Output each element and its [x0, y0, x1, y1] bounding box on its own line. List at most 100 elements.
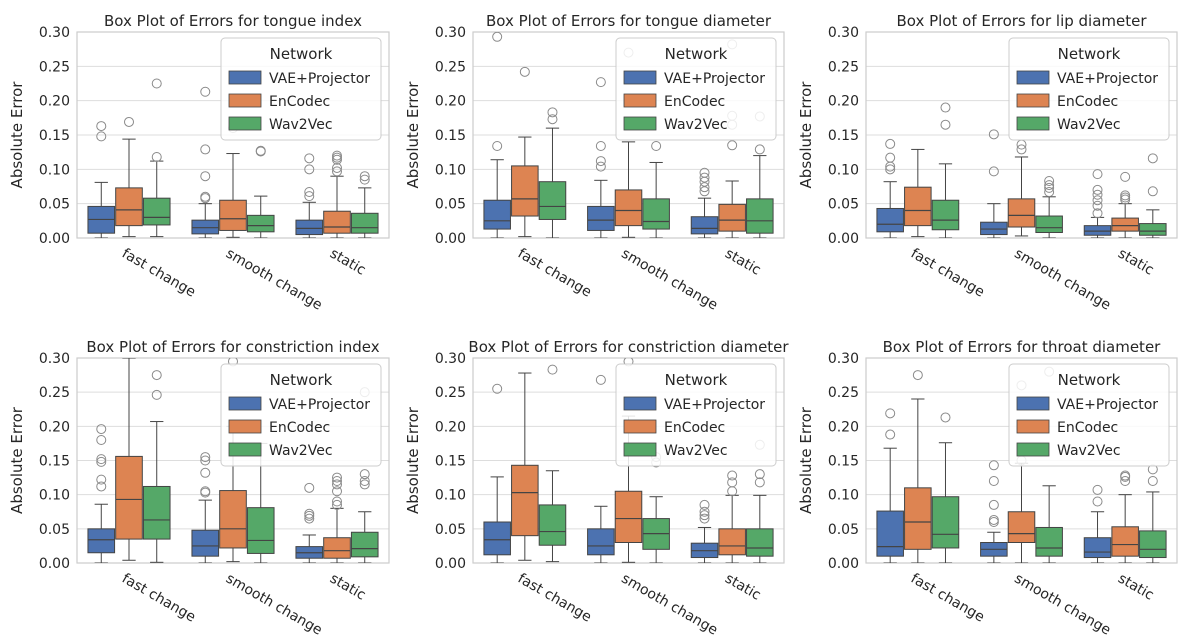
y-tick-label: 0.30 — [39, 25, 70, 41]
legend-swatch — [623, 70, 657, 85]
outlier-point — [1044, 186, 1055, 197]
outlier-point — [699, 513, 710, 524]
chart-panel-2: 0.00 0.05 0.10 0.15 0.20 0.25 0.30 Box Plot of … — [404, 12, 785, 314]
legend-swatch — [1016, 70, 1050, 85]
box-encodec — [115, 116, 143, 238]
legend-swatch — [228, 396, 262, 411]
iqr-box — [511, 165, 539, 217]
iqr-box — [1007, 198, 1036, 228]
outlier-point — [1120, 476, 1131, 486]
outlier-point — [151, 389, 162, 400]
outlier-point — [359, 469, 370, 480]
outlier-point — [547, 364, 558, 375]
outlier-point — [96, 474, 107, 485]
outlier-point — [885, 138, 896, 149]
outlier-point — [200, 86, 211, 97]
axes-frame — [472, 31, 785, 239]
y-tick-label: 0.00 — [435, 231, 466, 247]
chart-panel-3: 0.00 0.05 0.10 0.15 0.20 0.25 0.30 Box Plot of … — [797, 12, 1178, 314]
legend-entry-label: Wav2Vec — [664, 443, 728, 459]
box-vae-projector — [876, 138, 904, 238]
outlier-point — [332, 486, 342, 497]
iqr-box — [115, 455, 143, 540]
y-tick-label: 0.20 — [828, 419, 859, 435]
legend-entry-label: VAE+Projector — [1057, 397, 1158, 413]
outlier-point — [595, 77, 606, 88]
iqr-box — [876, 510, 904, 557]
outlier-point — [595, 140, 606, 151]
outlier-point — [885, 164, 896, 175]
x-tick-label: smooth change — [619, 246, 721, 314]
outlier-point — [1044, 182, 1055, 193]
legend-entry-label: Wav2Vec — [1057, 443, 1121, 459]
box-vae-projector — [980, 460, 1008, 563]
x-tick-label: fast change — [515, 246, 594, 301]
box-vae-projector — [191, 452, 220, 563]
outlier-point — [332, 476, 342, 486]
box-encodec — [1007, 380, 1036, 563]
box-encodec — [511, 372, 539, 561]
y-axis-label: Absolute Error — [8, 81, 26, 189]
y-tick-label: 0.10 — [828, 162, 859, 178]
chart-title: Box Plot of Errors for constriction diam… — [468, 338, 789, 356]
outlier-point — [1120, 190, 1131, 201]
box-vae-projector — [1083, 169, 1112, 238]
x-tick-label: static — [327, 571, 368, 604]
y-tick-label: 0.25 — [828, 59, 859, 75]
box-wav2vec — [350, 387, 379, 563]
legend: Network VAE+Projector EnCodec Wav2Vec — [1008, 363, 1170, 467]
y-axis-label: Absolute Error — [797, 406, 815, 514]
x-tick-label: smooth change — [223, 246, 325, 314]
box-vae-projector — [87, 121, 116, 238]
legend-swatch — [228, 93, 262, 108]
iqr-box — [142, 485, 171, 540]
legend-swatch — [228, 116, 262, 131]
legend-swatch — [1016, 396, 1050, 411]
outlier-point — [885, 429, 896, 440]
legend-entry-label: EnCodec — [269, 420, 330, 436]
outlier-point — [255, 145, 266, 156]
iqr-box — [350, 212, 379, 234]
plot-area — [87, 358, 379, 563]
outlier-point — [727, 140, 738, 151]
legend-entry-label: Wav2Vec — [1057, 117, 1121, 133]
iqr-box — [1007, 511, 1036, 543]
y-axis-label: Absolute Error — [404, 81, 422, 189]
box-vae-projector — [876, 408, 904, 563]
y-tick-label: 0.05 — [435, 197, 466, 213]
box-vae-projector — [1083, 484, 1112, 563]
y-tick-label: 0.30 — [828, 25, 859, 41]
y-axis-label: Absolute Error — [8, 406, 26, 514]
outlier-point — [754, 469, 765, 480]
outlier-point — [332, 152, 342, 163]
outlier-point — [332, 496, 342, 507]
box-encodec — [1111, 171, 1139, 238]
y-tick-label: 0.15 — [39, 454, 70, 470]
outlier-point — [1044, 180, 1055, 191]
outlier-point — [754, 477, 765, 488]
y-tick-label: 0.25 — [435, 59, 466, 75]
outlier-point — [1092, 208, 1103, 219]
y-tick-label: 0.10 — [828, 488, 859, 504]
outlier-point — [651, 140, 662, 151]
outlier-point — [492, 32, 503, 42]
box-wav2vec — [1139, 464, 1167, 563]
outlier-point — [940, 119, 951, 130]
legend-entry-label: VAE+Projector — [1057, 71, 1158, 87]
box-wav2vec — [1035, 176, 1063, 238]
iqr-box — [323, 537, 351, 559]
outlier-point — [988, 460, 999, 471]
box-encodec — [1111, 470, 1139, 563]
box-wav2vec — [246, 145, 275, 238]
outlier-point — [988, 514, 999, 525]
iqr-box — [246, 507, 275, 554]
outlier-point — [359, 476, 370, 486]
outlier-point — [1147, 476, 1158, 486]
outlier-point — [699, 510, 710, 521]
box-vae-projector — [295, 153, 324, 238]
y-tick-label: 0.25 — [39, 59, 70, 75]
x-tick-label: static — [722, 246, 763, 279]
outlier-point — [699, 506, 710, 517]
legend: Network VAE+Projector EnCodec Wav2Vec — [1008, 37, 1170, 141]
